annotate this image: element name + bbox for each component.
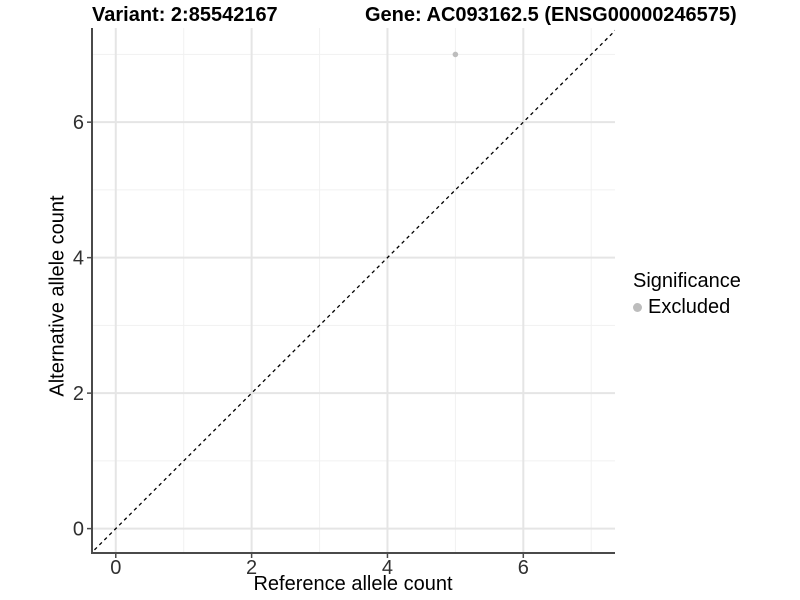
plot-title-variant: Variant: 2:85542167	[92, 4, 278, 26]
x-tick-label: 2	[246, 557, 257, 579]
y-tick-label: 6	[73, 112, 84, 134]
y-tick-label: 0	[73, 519, 84, 541]
legend-item-label: Excluded	[648, 296, 731, 318]
y-tick-label: 4	[73, 248, 84, 270]
x-tick-label: 6	[518, 557, 529, 579]
legend: Significance Excluded	[633, 270, 741, 319]
identity-line	[92, 29, 615, 553]
y-axis-title: Alternative allele count	[46, 195, 69, 397]
legend-item-excluded: Excluded	[633, 296, 741, 319]
legend-point-icon	[633, 303, 642, 312]
data-point	[452, 51, 459, 58]
y-tick-label: 2	[73, 383, 84, 405]
x-tick-label: 4	[382, 557, 393, 579]
x-axis-title: Reference allele count	[253, 573, 453, 595]
plot-title-gene: Gene: AC093162.5 (ENSG00000246575)	[365, 4, 737, 26]
legend-title: Significance	[633, 270, 741, 292]
x-tick-label: 0	[110, 557, 121, 579]
